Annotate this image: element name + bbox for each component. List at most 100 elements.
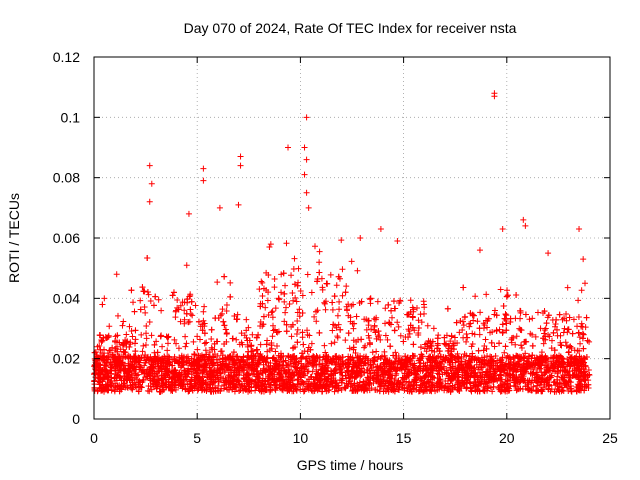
data-point — [223, 307, 230, 314]
data-point — [415, 330, 422, 337]
data-point — [158, 307, 165, 314]
data-point — [397, 298, 404, 305]
data-point — [475, 363, 482, 370]
data-point — [283, 304, 290, 311]
data-point — [363, 326, 370, 333]
data-point — [173, 340, 180, 347]
data-point — [253, 334, 260, 341]
data-point — [313, 318, 320, 325]
data-point — [137, 297, 144, 304]
data-point — [197, 336, 204, 343]
data-point — [297, 288, 304, 295]
data-point — [339, 266, 346, 273]
chart-title: Day 070 of 2024, Rate Of TEC Index for r… — [184, 20, 517, 36]
data-point — [264, 354, 271, 361]
data-point — [190, 338, 197, 345]
data-point — [344, 307, 351, 314]
data-point — [181, 320, 188, 327]
data-point — [334, 333, 341, 340]
data-point — [350, 301, 357, 308]
data-point — [575, 314, 582, 321]
data-point — [477, 309, 484, 316]
data-point — [546, 333, 553, 340]
data-point — [382, 332, 389, 339]
data-point — [191, 351, 198, 358]
data-point — [460, 380, 467, 387]
data-point — [331, 339, 338, 346]
data-point — [576, 334, 583, 341]
data-point — [140, 342, 147, 349]
data-point — [492, 353, 499, 360]
data-point — [289, 345, 296, 352]
data-point — [538, 369, 545, 376]
data-point — [463, 352, 470, 359]
data-point — [342, 337, 349, 344]
data-point — [343, 283, 350, 290]
data-point — [518, 345, 525, 352]
data-point — [145, 291, 152, 298]
data-point — [470, 317, 477, 324]
data-point — [546, 382, 553, 389]
data-point — [273, 343, 280, 350]
data-point — [288, 272, 295, 279]
data-point — [579, 383, 586, 390]
data-point — [223, 301, 230, 308]
data-point — [282, 282, 289, 289]
data-point — [570, 316, 577, 323]
data-point — [130, 299, 137, 306]
data-point — [233, 336, 240, 343]
data-point — [430, 325, 437, 332]
data-point — [257, 341, 264, 348]
data-point — [290, 266, 297, 273]
data-point — [322, 306, 329, 313]
data-point — [293, 330, 300, 337]
data-point — [484, 352, 491, 359]
data-point — [271, 275, 278, 282]
data-point — [476, 331, 483, 338]
data-point — [299, 292, 306, 299]
data-point — [542, 325, 549, 332]
data-point — [183, 340, 190, 347]
data-point — [347, 318, 354, 325]
data-point — [372, 386, 379, 393]
data-point — [423, 348, 430, 355]
data-point — [384, 336, 391, 343]
data-point — [333, 282, 340, 289]
data-point — [395, 323, 402, 330]
data-point — [459, 326, 466, 333]
data-point — [406, 330, 413, 337]
data-point — [548, 345, 555, 352]
data-point — [269, 314, 276, 321]
data-point — [148, 332, 155, 339]
data-point — [149, 380, 156, 387]
data-point — [172, 314, 179, 321]
data-point — [338, 386, 345, 393]
data-point — [278, 271, 285, 278]
data-point — [540, 340, 547, 347]
data-point — [413, 304, 420, 311]
grid-lines — [94, 57, 610, 419]
data-point — [266, 347, 273, 354]
data-point — [272, 348, 279, 355]
data-point — [229, 335, 236, 342]
data-point — [135, 388, 142, 395]
data-point — [334, 312, 341, 319]
data-point — [397, 332, 404, 339]
data-point — [463, 338, 470, 345]
data-point — [463, 331, 470, 338]
data-point — [497, 286, 504, 293]
data-point — [219, 306, 226, 313]
data-point — [290, 297, 297, 304]
data-point — [469, 330, 476, 337]
data-point — [406, 327, 413, 334]
data-point — [336, 306, 343, 313]
data-point — [241, 332, 248, 339]
data-point — [183, 262, 190, 269]
data-point — [181, 307, 188, 314]
data-point — [214, 352, 221, 359]
data-point — [516, 325, 523, 332]
data-point — [245, 324, 252, 331]
data-point — [529, 331, 536, 338]
data-point — [335, 321, 342, 328]
